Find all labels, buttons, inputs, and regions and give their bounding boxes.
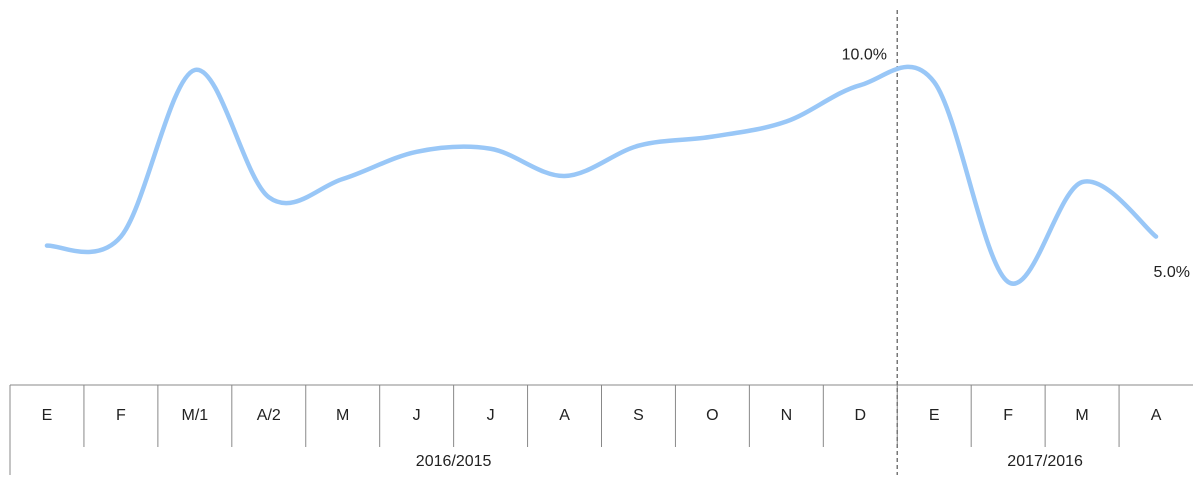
- data-label: 10.0%: [842, 46, 887, 63]
- x-tick-label: F: [1003, 407, 1013, 424]
- x-tick-label: M/1: [182, 407, 209, 424]
- group-label: 2017/2016: [1007, 453, 1083, 470]
- x-tick-label: F: [116, 407, 126, 424]
- x-tick-label: O: [706, 407, 718, 424]
- group-label: 2016/2015: [416, 453, 492, 470]
- x-tick-label: M: [1075, 407, 1088, 424]
- x-tick-label: J: [487, 407, 495, 424]
- x-tick-label: N: [781, 407, 793, 424]
- line: [44, 64, 1159, 286]
- x-tick-label: E: [929, 407, 940, 424]
- x-tick-label: E: [42, 407, 53, 424]
- x-tick-label: D: [855, 407, 867, 424]
- x-tick-label: A: [559, 407, 570, 424]
- x-tick-label: J: [413, 407, 421, 424]
- x-tick-label: A/2: [257, 407, 281, 424]
- x-tick-label: S: [633, 407, 644, 424]
- x-tick-label: M: [336, 407, 349, 424]
- x-tick-label: A: [1151, 407, 1162, 424]
- data-label: 5.0%: [1154, 264, 1190, 281]
